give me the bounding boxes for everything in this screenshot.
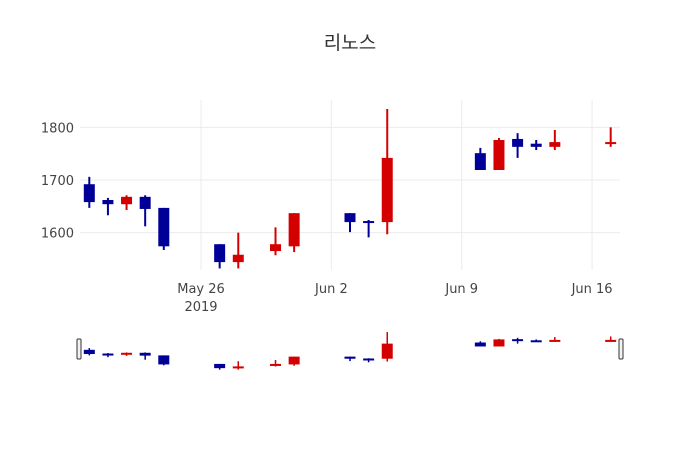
candle[interactable] xyxy=(363,358,375,363)
candle[interactable] xyxy=(158,207,170,250)
candle[interactable] xyxy=(232,361,244,370)
x-tick-sublabel: 2019 xyxy=(184,300,217,315)
candle[interactable] xyxy=(549,130,561,150)
candle[interactable] xyxy=(121,352,133,356)
candle[interactable] xyxy=(83,348,95,356)
candle[interactable] xyxy=(288,213,300,253)
y-tick-label: 1700 xyxy=(41,174,74,189)
candle[interactable] xyxy=(605,336,617,342)
x-tick-label: Jun 2 xyxy=(314,282,348,297)
candle[interactable] xyxy=(232,232,244,269)
candle[interactable] xyxy=(363,220,375,238)
candle[interactable] xyxy=(605,127,617,147)
candle[interactable] xyxy=(121,195,133,210)
candle[interactable] xyxy=(549,337,561,342)
candle[interactable] xyxy=(158,355,170,366)
candle[interactable] xyxy=(344,356,356,362)
candle[interactable] xyxy=(102,353,114,358)
candle[interactable] xyxy=(530,140,542,150)
candle[interactable] xyxy=(214,244,226,269)
candle[interactable] xyxy=(344,213,356,233)
candle[interactable] xyxy=(512,337,524,344)
candle[interactable] xyxy=(493,338,505,347)
x-axis: May 26 2019 Jun 2 Jun 9 Jun 16 xyxy=(177,282,612,315)
candle[interactable] xyxy=(530,339,542,343)
candle[interactable] xyxy=(270,359,282,367)
range-slider[interactable] xyxy=(76,330,624,370)
candles-main[interactable] xyxy=(83,108,617,269)
candle[interactable] xyxy=(381,108,393,235)
candle[interactable] xyxy=(139,352,151,360)
x-tick-label: May 26 xyxy=(177,282,225,297)
y-tick-label: 1800 xyxy=(41,121,74,136)
candle[interactable] xyxy=(270,227,282,256)
chart-title: 리노스 xyxy=(323,32,377,54)
candle[interactable] xyxy=(474,341,486,347)
candle[interactable] xyxy=(381,332,393,362)
x-tick-label: Jun 9 xyxy=(444,282,478,297)
gridlines xyxy=(80,100,620,270)
candle[interactable] xyxy=(102,197,114,216)
range-slider-right-handle[interactable] xyxy=(618,338,624,360)
candle[interactable] xyxy=(493,137,505,170)
x-tick-label: Jun 16 xyxy=(571,282,613,297)
range-slider-background[interactable] xyxy=(80,330,620,370)
candle[interactable] xyxy=(83,176,95,208)
candle[interactable] xyxy=(214,363,226,370)
y-tick-label: 1600 xyxy=(41,227,74,242)
candle[interactable] xyxy=(474,147,486,170)
y-axis: 1600 1700 1800 xyxy=(41,121,74,241)
candle[interactable] xyxy=(288,356,300,366)
candle[interactable] xyxy=(512,133,524,158)
candle[interactable] xyxy=(139,195,151,227)
range-slider-left-handle[interactable] xyxy=(76,338,82,360)
